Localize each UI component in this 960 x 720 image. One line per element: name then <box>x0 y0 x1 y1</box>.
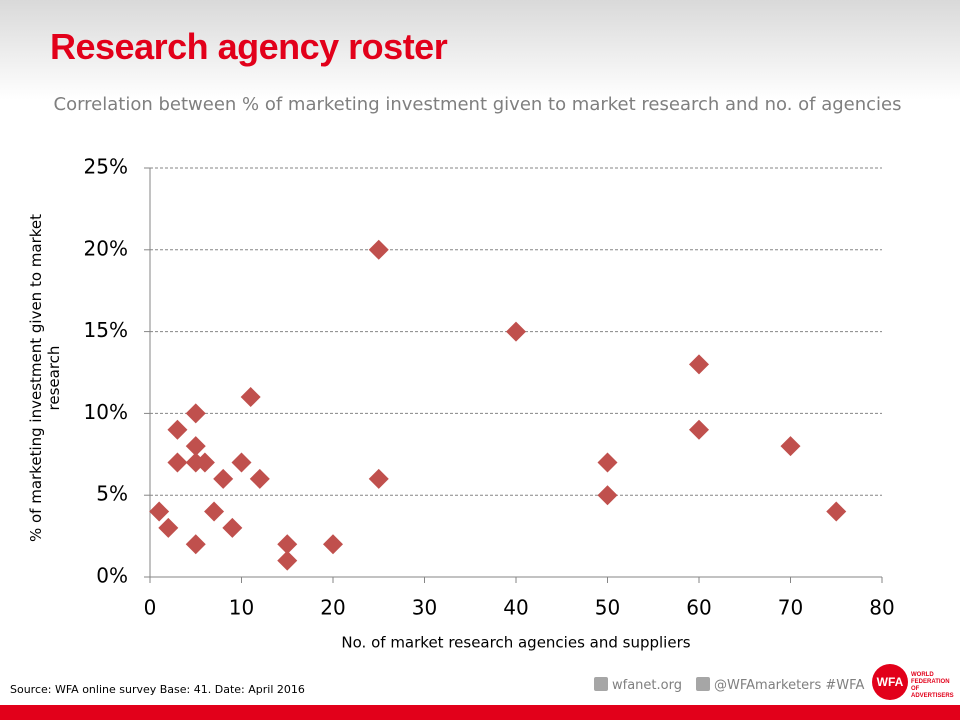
x-tick-label: 80 <box>869 596 894 620</box>
point <box>185 534 206 555</box>
point <box>231 452 252 473</box>
x-tick-label: 40 <box>503 596 528 620</box>
x-tick-label: 10 <box>229 596 254 620</box>
y-tick-label: 25% <box>84 155 128 179</box>
point <box>240 387 261 408</box>
y-tick-label: 15% <box>84 318 128 342</box>
x-tick-label: 0 <box>144 596 157 620</box>
x-axis-label: No. of market research agencies and supp… <box>341 634 690 652</box>
point <box>597 485 618 506</box>
point <box>185 436 206 457</box>
y-tick-label: 0% <box>96 564 128 588</box>
point <box>277 550 298 571</box>
point <box>167 452 188 473</box>
point <box>204 501 225 522</box>
website[interactable]: wfanet.org <box>594 677 682 693</box>
point <box>780 436 801 457</box>
point <box>323 534 343 555</box>
social-text[interactable]: @WFAmarketers #WFA <box>714 678 865 693</box>
y-tick-label: 20% <box>84 236 128 260</box>
point <box>826 501 847 522</box>
web-icon <box>594 677 608 691</box>
point <box>149 501 170 522</box>
x-tick-label: 50 <box>595 596 620 620</box>
chart-subtitle: Correlation between % of marketing inves… <box>53 94 902 115</box>
point <box>689 419 709 440</box>
chart-title: Research agency roster <box>50 26 448 67</box>
x-tick-label: 70 <box>778 596 803 620</box>
footer-bar <box>0 705 960 720</box>
x-tick-label: 20 <box>320 596 345 620</box>
point <box>368 239 389 260</box>
point <box>185 403 206 424</box>
point <box>249 468 270 489</box>
point <box>222 517 243 538</box>
point <box>213 468 234 489</box>
point <box>597 452 618 473</box>
x-tick-label: 60 <box>686 596 711 620</box>
point <box>506 321 526 342</box>
y-tick-label: 10% <box>84 400 128 424</box>
website-text[interactable]: wfanet.org <box>612 678 682 693</box>
social[interactable]: @WFAmarketers #WFA <box>696 677 864 693</box>
twitter-icon <box>696 677 710 691</box>
header-background <box>0 0 960 100</box>
source-note: Source: WFA online survey Base: 41. Date… <box>10 683 305 696</box>
point <box>158 517 179 538</box>
point <box>167 419 188 440</box>
point <box>689 354 709 375</box>
y-axis-label: % of marketing investment given to marke… <box>27 213 63 543</box>
x-tick-label: 30 <box>412 596 437 620</box>
point <box>277 534 298 555</box>
point <box>368 468 389 489</box>
logo-text: WORLD FEDERATION OF ADVERTISERS <box>911 672 954 699</box>
y-tick-label: 5% <box>96 482 128 506</box>
logo: WFA <box>872 664 908 700</box>
point <box>194 452 215 473</box>
